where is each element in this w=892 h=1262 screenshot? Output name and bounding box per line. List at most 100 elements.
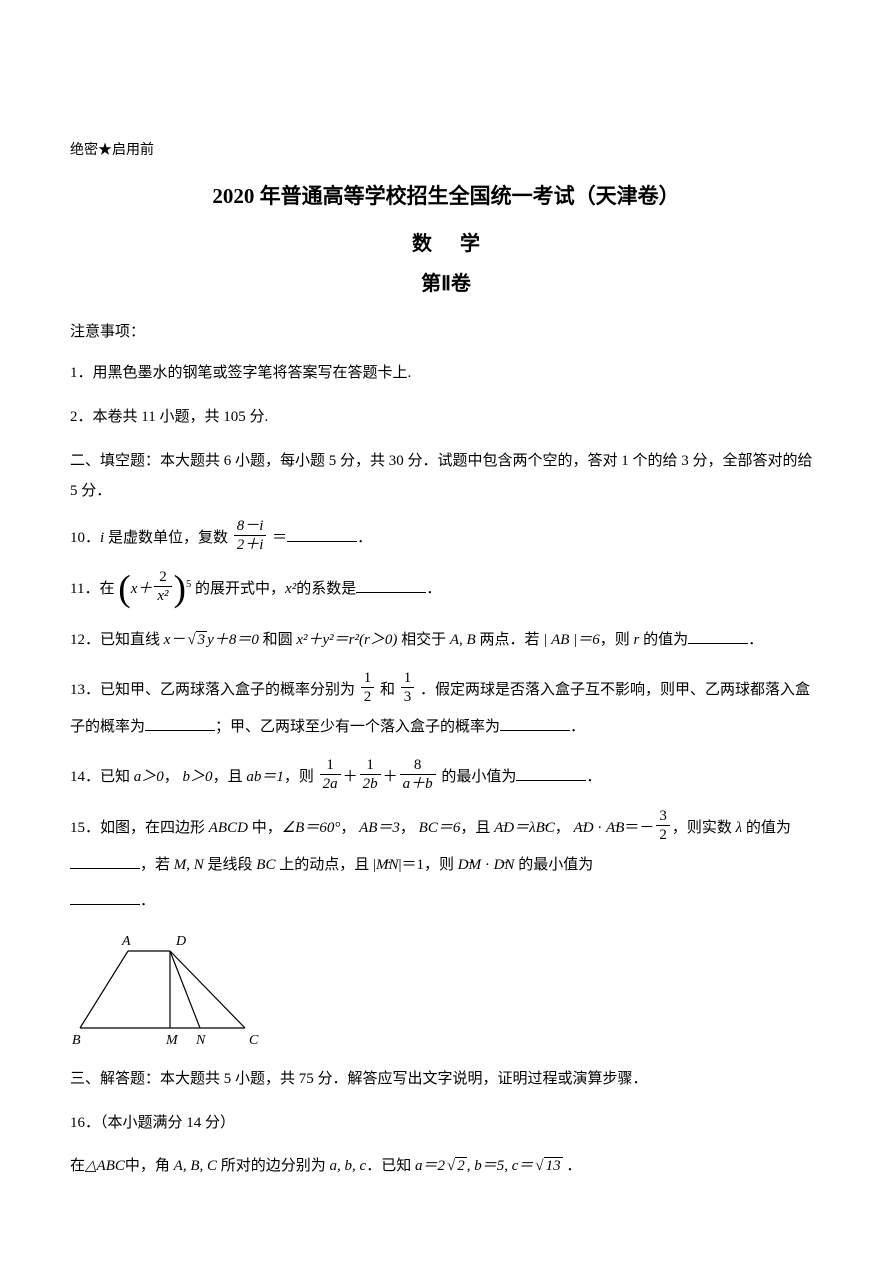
- p16-abc: A, B, C: [174, 1158, 217, 1174]
- p12-text-d: ，则: [600, 632, 630, 648]
- p15-bc6: BC＝6: [419, 820, 461, 836]
- p15-ab3: AB＝3: [359, 820, 400, 836]
- p13-punct: ．: [570, 719, 585, 735]
- p15-dot2: ·: [485, 857, 490, 873]
- p12-text-e: 的值为: [643, 632, 688, 648]
- svg-text:A: A: [121, 934, 131, 949]
- p14-a0: a＞0: [134, 769, 164, 785]
- p13-prefix: 13．已知甲、乙两球落入盒子的概率分别为: [70, 682, 355, 698]
- p11-prefix: 11．在: [70, 581, 114, 597]
- p14-b0: b＞0: [183, 769, 213, 785]
- svg-text:D: D: [175, 934, 186, 949]
- p15-text-e: ，若: [140, 857, 170, 873]
- p15-text-d: 的值为: [746, 820, 791, 836]
- problem-11: 11．在 (x＋2x²)5 的展开式中，x²的系数是．: [70, 571, 822, 608]
- p15-text-f: 是线段: [208, 857, 253, 873]
- p13-tn: 1: [401, 670, 415, 688]
- p15-blank2: [70, 890, 140, 905]
- p15-text-h: ，则: [424, 857, 454, 873]
- p15-text-b: ，且: [460, 820, 490, 836]
- p12-text-b: 相交于: [401, 632, 446, 648]
- p15-text-i: 的最小值为: [518, 857, 593, 873]
- p14-f2d: 2b: [360, 775, 381, 795]
- p12-eq1: x－3y＋8＝0: [164, 632, 259, 648]
- p14-s1: ，: [164, 769, 179, 785]
- problem-14: 14．已知 a＞0， b＞0，且 ab＝1，则 12a＋12b＋8a＋b 的最小…: [70, 759, 822, 796]
- p12-text-a: 和圆: [263, 632, 293, 648]
- p16-body-c: 所对的边分别为: [221, 1158, 326, 1174]
- p11-x: x＋: [131, 581, 153, 597]
- svg-text:C: C: [249, 1033, 259, 1048]
- p16-punct: ．: [566, 1158, 581, 1174]
- p11-blank: [356, 578, 426, 593]
- p16-body-d: ．已知: [366, 1158, 411, 1174]
- figure-15: ADBMNC: [70, 933, 822, 1048]
- p14-text-c: 的最小值为: [441, 769, 516, 785]
- p13-hn: 1: [361, 670, 375, 688]
- problem-10: 10．i 是虚数单位，复数 8－i 2＋i ＝．: [70, 520, 822, 557]
- problem-16-body: 在△ABC中，角 A, B, C 所对的边分别为 a, b, c．已知 a＝22…: [70, 1148, 822, 1184]
- p16-body-b: 中，角: [125, 1158, 170, 1174]
- p11-rparen: ): [174, 569, 187, 610]
- p12-punct: ．: [748, 632, 763, 648]
- p13-text-a: 和: [380, 682, 395, 698]
- instruction-1: 1．用黑色墨水的钢笔或签字笔将答案写在答题卡上.: [70, 358, 822, 388]
- p15-c1: ，: [555, 820, 570, 836]
- p11-ifnum: 2: [154, 569, 171, 587]
- title-main: 2020 年普通高等学校招生全国统一考试（天津卷）: [70, 180, 822, 214]
- p13-half: 12: [361, 670, 375, 707]
- p12-ab: | AB |＝6: [543, 632, 600, 648]
- p10-fraction: 8－i 2＋i: [234, 518, 267, 555]
- p10-frac-den: 2＋i: [234, 536, 267, 556]
- p16-eq: a＝22, b＝5, c＝13: [415, 1158, 563, 1174]
- p10-eq: ＝: [272, 530, 287, 546]
- title-subject: 数学: [70, 228, 822, 260]
- p14-f1n: 1: [320, 757, 341, 775]
- problem-16-head: 16．（本小题满分 14 分）: [70, 1108, 822, 1138]
- p14-ab1: ab＝1: [246, 769, 284, 785]
- p14-text-a: ，且: [213, 769, 243, 785]
- p16-abcl: a, b, c: [330, 1158, 367, 1174]
- title-part: 第Ⅱ卷: [70, 268, 822, 300]
- p15-fn: 3: [656, 808, 670, 826]
- svg-text:M: M: [165, 1033, 179, 1048]
- p14-f3: 8a＋b: [400, 757, 436, 794]
- p15-text-c: ，则实数: [672, 820, 732, 836]
- p15-mn-vec: MN: [376, 857, 399, 873]
- p13-hd: 2: [361, 688, 375, 708]
- p15-ad-vec2: AD: [574, 820, 594, 836]
- p15-mn: M, N: [174, 857, 204, 873]
- p11-inner-frac: 2x²: [154, 569, 171, 606]
- p15-eq2: ＝－: [624, 820, 654, 836]
- p13-blank2: [500, 716, 570, 731]
- p12-eq2: x²＋y²＝r²(r＞0): [296, 632, 397, 648]
- instruction-2: 2．本卷共 11 小题，共 105 分.: [70, 402, 822, 432]
- p10-prefix: 10．: [70, 530, 100, 546]
- p16-body-a: 在: [70, 1158, 85, 1174]
- p11-ifden: x²: [154, 587, 171, 607]
- p14-f2n: 1: [360, 757, 381, 775]
- p11-x2: x²: [285, 581, 296, 597]
- svg-text:N: N: [195, 1033, 206, 1048]
- p10-frac-num: 8－i: [234, 518, 267, 536]
- p13-third: 13: [401, 670, 415, 707]
- p10-blank: [287, 527, 357, 542]
- p11-punct: ．: [426, 581, 441, 597]
- p13-td: 3: [401, 688, 415, 708]
- p11-exp: 5: [186, 579, 191, 590]
- p14-prefix: 14．已知: [70, 769, 130, 785]
- p10-text-a: 是虚数单位，复数: [104, 530, 228, 546]
- p12-r: r: [634, 632, 640, 648]
- p14-f3d: a＋b: [400, 775, 436, 795]
- p14-punct: ．: [586, 769, 601, 785]
- p14-f1: 12a: [320, 757, 341, 794]
- p15-blank1: [70, 854, 140, 869]
- p11-text-b: 的系数是: [296, 581, 356, 597]
- instructions-label: 注意事项：: [70, 320, 822, 344]
- problem-15: 15．如图，在四边形 ABCD 中，∠B＝60°， AB＝3， BC＝6，且 A…: [70, 810, 822, 919]
- p15-abcd: ABCD: [209, 820, 248, 836]
- p10-punct: ．: [357, 530, 372, 546]
- p14-f3n: 8: [400, 757, 436, 775]
- p16-tri: △ABC: [85, 1158, 125, 1174]
- p13-text-c: ；甲、乙两球至少有一个落入盒子的概率为: [215, 719, 500, 735]
